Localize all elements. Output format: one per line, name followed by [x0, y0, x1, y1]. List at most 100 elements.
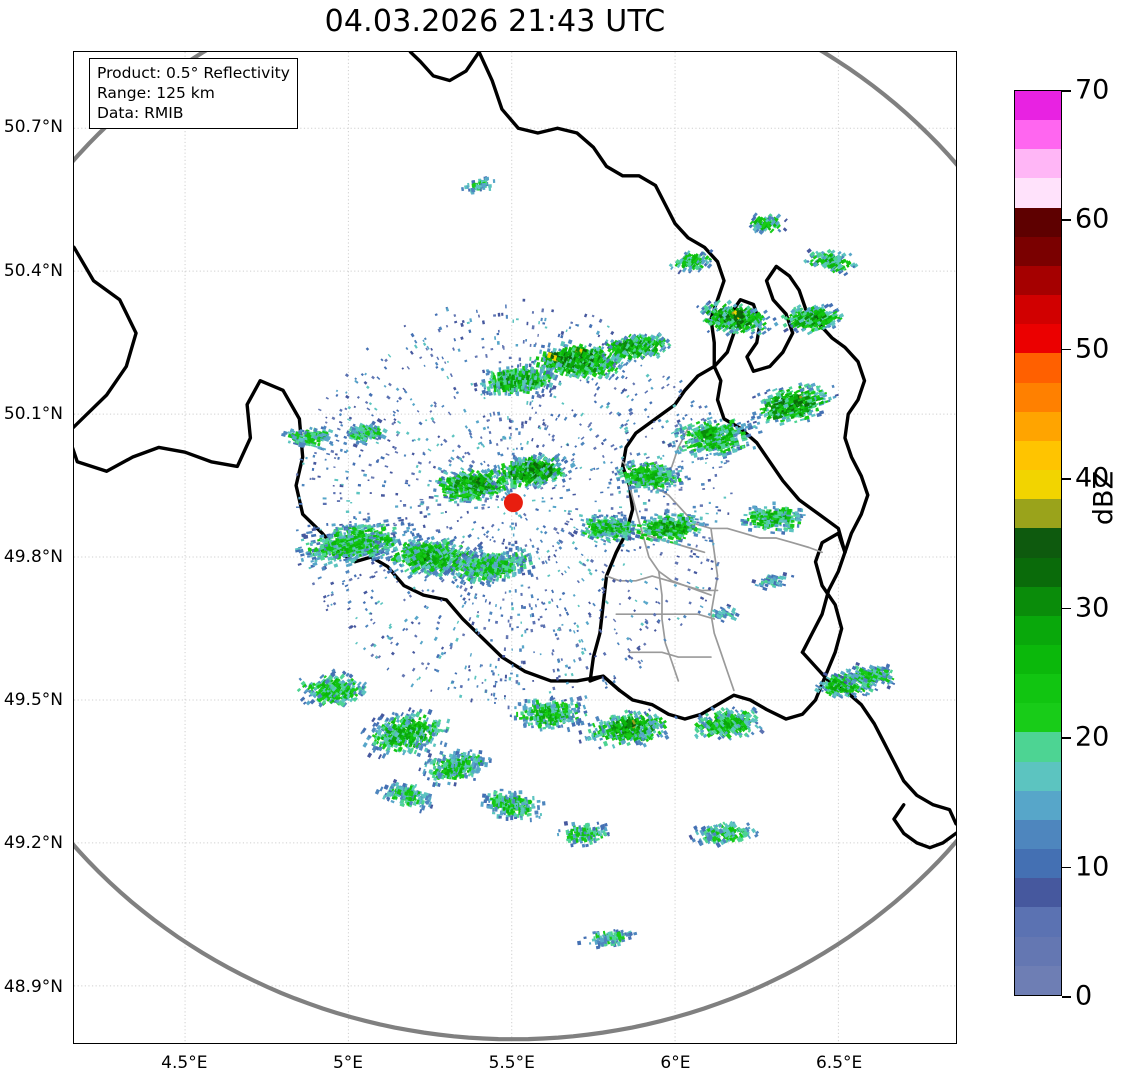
radar-echo-bin [497, 329, 500, 333]
radar-echo-bin [582, 562, 587, 567]
radar-echo-bin [364, 624, 369, 628]
radar-echo-bin [704, 539, 708, 542]
radar-echo-bin [653, 461, 658, 465]
radar-echo-bin [365, 385, 370, 390]
radar-echo-bin [575, 508, 579, 511]
radar-echo-bin [610, 443, 615, 448]
radar-echo-bin [447, 459, 453, 463]
radar-echo-bin [567, 666, 571, 670]
radar-echo-bin [511, 452, 515, 456]
radar-echo-bin [297, 562, 302, 566]
y-tick-label: 50.4°N [3, 260, 63, 281]
radar-echo-bin [503, 512, 506, 515]
radar-echo-bin [334, 453, 338, 456]
radar-echo-bin [689, 555, 694, 558]
radar-echo-bin [383, 366, 388, 370]
radar-echo-bin [602, 460, 606, 465]
radar-echo-bin [684, 413, 688, 417]
radar-echo-bin [626, 419, 630, 423]
radar-echo-bin [400, 569, 404, 573]
radar-echo-bin [338, 420, 343, 424]
radar-echo-bin [395, 505, 399, 508]
radar-echo-bin [511, 557, 515, 562]
radar-echo-bin [589, 467, 594, 471]
radar-echo-bin [518, 357, 522, 362]
radar-echo-bin [611, 470, 615, 474]
radar-echo-bin [565, 681, 569, 685]
radar-echo-bin [540, 624, 544, 628]
border-belgium-france [74, 245, 622, 693]
radar-echo-bin [647, 378, 652, 383]
radar-echo-bin [512, 448, 515, 451]
radar-echo-bin [613, 674, 616, 678]
radar-echo-bin [699, 504, 703, 507]
radar-echo-bin [357, 483, 362, 487]
radar-echo-bin [621, 543, 625, 547]
radar-echo-bin [571, 686, 575, 689]
radar-echo-bin [666, 502, 670, 506]
radar-echo-bin [666, 375, 671, 380]
radar-echo-bin [548, 433, 551, 436]
radar-echo-bin [487, 698, 490, 701]
radar-echo-bin [493, 685, 497, 688]
radar-echo-bin [515, 468, 519, 473]
radar-echo-bin [531, 437, 534, 442]
radar-echo-bin [494, 697, 498, 700]
radar-echo-bin [476, 685, 479, 688]
radar-echo-bin [653, 629, 657, 632]
radar-echo-bin [694, 510, 697, 513]
radar-echo-bin [608, 411, 613, 415]
radar-echo-bin [366, 524, 372, 529]
radar-echo-bin [595, 467, 600, 471]
radar-echo-bin [376, 523, 380, 528]
radar-echo-bin [601, 570, 605, 574]
radar-echo-bin [362, 647, 367, 651]
radar-echo-bin [489, 412, 492, 417]
radar-echo-bin [490, 348, 494, 351]
radar-echo-bin [547, 342, 551, 348]
radar-echo-bin [504, 679, 507, 682]
radar-echo-bin [616, 411, 620, 415]
radar-echo-bin [418, 469, 422, 474]
radar-echo-bin [714, 520, 718, 523]
admin-boundary-7 [628, 651, 712, 658]
radar-echo-bin [727, 512, 730, 515]
radar-echo-bin [486, 463, 490, 468]
radar-echo-bin [511, 663, 514, 668]
radar-echo-bin [567, 531, 573, 536]
radar-echo-bin [375, 655, 379, 659]
radar-echo-bin [560, 334, 564, 339]
radar-echo-bin [554, 549, 558, 552]
radar-echo-bin [565, 611, 570, 616]
radar-echo-bin [503, 697, 506, 700]
radar-echo-bin [335, 389, 339, 393]
radar-echo-bin [598, 318, 603, 323]
radar-echo-bin [364, 607, 368, 612]
radar-echo-bin [450, 680, 455, 684]
radar-echo-bin [476, 446, 480, 450]
radar-echo-bin [510, 483, 514, 489]
radar-echo-bin [702, 535, 706, 539]
radar-echo-bin [433, 488, 437, 492]
radar-echo-bin [709, 452, 712, 456]
radar-echo-bin [531, 544, 535, 549]
radar-map-panel[interactable]: Product: 0.5° Reflectivity Range: 125 km… [73, 51, 957, 1044]
radar-echo-bin [437, 530, 441, 534]
radar-echo-bin [410, 332, 415, 338]
border-north-west [408, 52, 481, 83]
radar-echo-bin [584, 695, 588, 700]
radar-echo-bin [544, 326, 548, 329]
radar-echo-bin [405, 627, 409, 631]
radar-echo-bin [595, 434, 600, 439]
radar-echo-bin [529, 614, 532, 618]
radar-echo-bin [410, 523, 414, 527]
radar-echo-bin [406, 366, 410, 370]
radar-echo-bin [595, 330, 601, 336]
radar-echo-bin [454, 320, 458, 324]
radar-echo-bin [339, 408, 343, 412]
radar-echo-bin [365, 347, 370, 351]
radar-echo-bin [623, 426, 629, 431]
radar-echo-bin [490, 639, 493, 642]
radar-echo-bin [440, 578, 445, 583]
radar-echo-bin [420, 662, 425, 666]
